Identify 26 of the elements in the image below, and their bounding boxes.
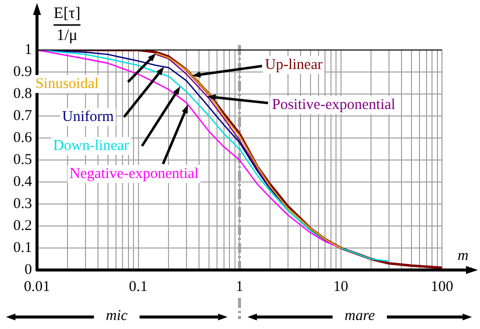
- text: Uniform: [62, 108, 114, 125]
- x-tick-label: 0.1: [128, 278, 148, 295]
- x-tick-label: 100: [430, 278, 454, 295]
- y-tick-label: 0.5: [13, 152, 32, 168]
- y-tick-label: 0.4: [13, 174, 32, 190]
- text: Down-linear: [53, 138, 129, 154]
- text: Negative-exponential: [69, 166, 199, 182]
- text: Up-linear: [265, 56, 322, 73]
- y-tick-label: 0.6: [13, 130, 32, 146]
- x-tick-label: 0.01: [24, 278, 50, 295]
- text: mic: [106, 308, 128, 324]
- x-axis-title: m: [458, 248, 469, 264]
- x-tick-label: 1: [236, 278, 244, 295]
- y-tick-label: 0: [24, 262, 32, 278]
- y-tick-label: 0.1: [13, 240, 32, 256]
- text: mare: [344, 308, 376, 324]
- text: Sinusoidal: [35, 76, 99, 92]
- y-tick-label: 0.7: [13, 108, 32, 124]
- x-tick-label: 10: [333, 278, 348, 295]
- y-tick-label: 0.2: [13, 218, 32, 234]
- text: Positive-exponential: [272, 96, 396, 113]
- y-tick-label: 0.8: [13, 86, 32, 102]
- y-axis-title: E[τ] 1/μ: [54, 5, 80, 44]
- y-tick-label: 1: [24, 42, 32, 58]
- y-tick-label: 0.9: [13, 64, 32, 80]
- y-tick-label: 0.3: [13, 196, 32, 212]
